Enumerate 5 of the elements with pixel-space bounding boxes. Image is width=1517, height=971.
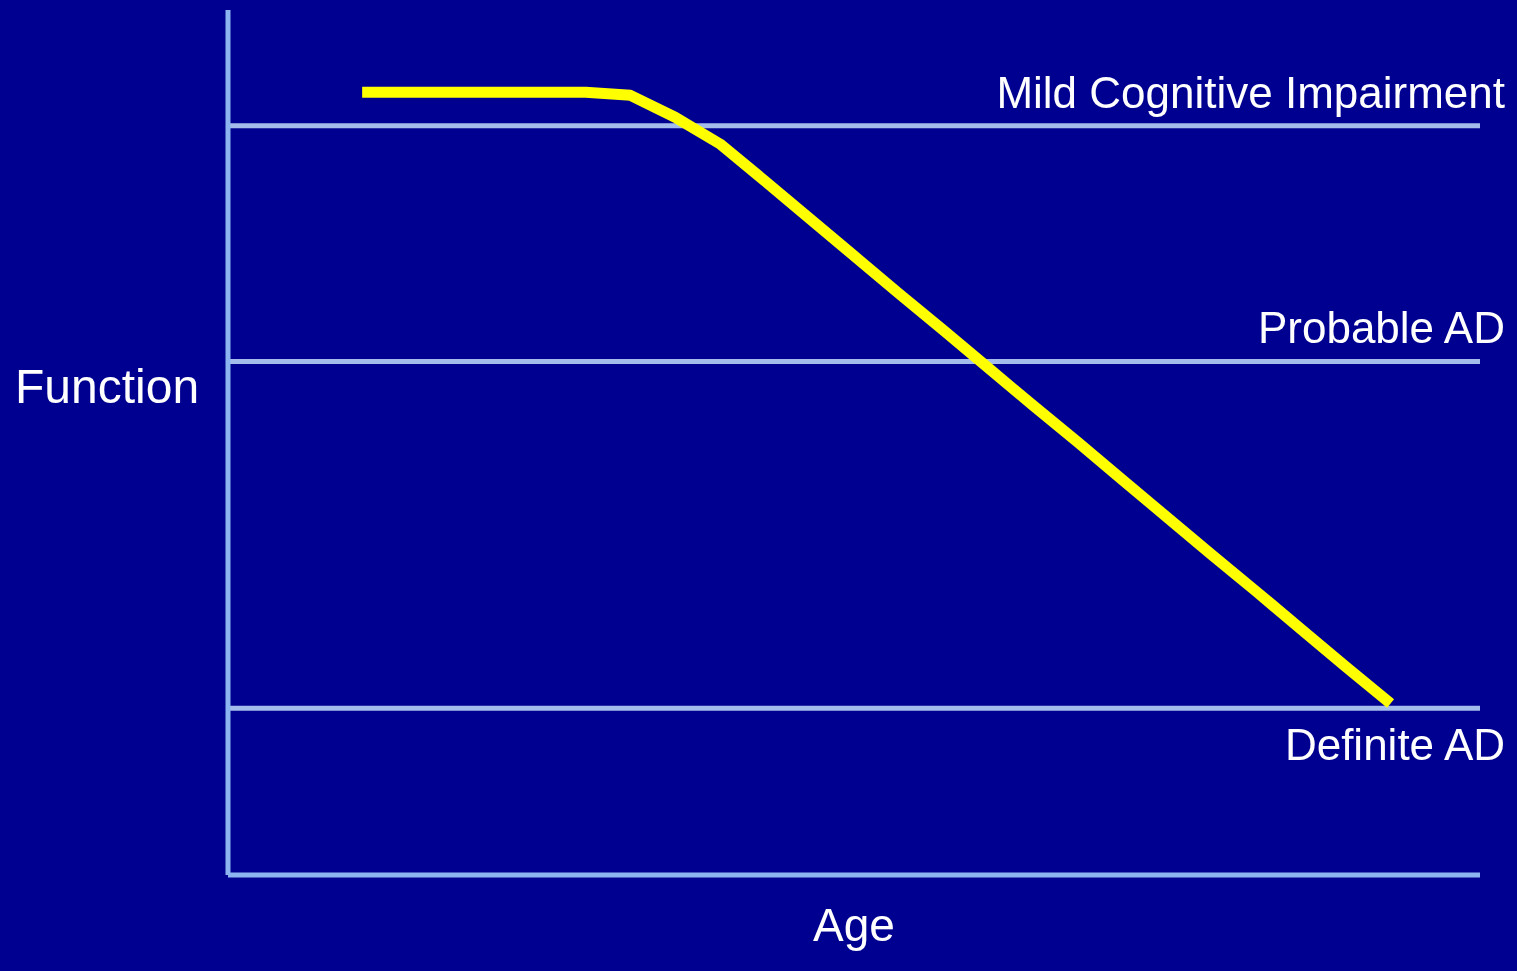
y-axis-title: Function	[15, 360, 200, 414]
ref-line-label: Mild Cognitive Impairment	[996, 67, 1505, 117]
ref-line-label: Definite AD	[1284, 720, 1505, 770]
x-axis-title: Age	[813, 899, 895, 951]
ref-line-label: Probable AD	[1257, 303, 1505, 353]
